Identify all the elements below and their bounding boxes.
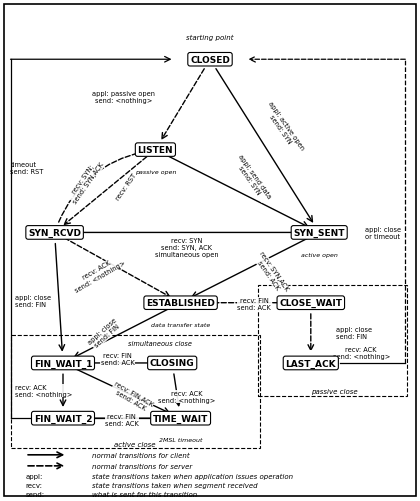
Text: LISTEN: LISTEN <box>138 146 173 155</box>
Text: FIN_WAIT_1: FIN_WAIT_1 <box>34 359 92 368</box>
Text: active open: active open <box>301 252 338 257</box>
Text: appl: close
send: FIN: appl: close send: FIN <box>336 327 372 340</box>
Text: recv: ACK
send: <nothing>: recv: ACK send: <nothing> <box>333 347 390 360</box>
Text: recv: FIN
send: ACK: recv: FIN send: ACK <box>237 298 271 311</box>
Text: timeout
send: RST: timeout send: RST <box>10 161 44 174</box>
Text: normal transitions for server: normal transitions for server <box>92 463 193 469</box>
Text: starting point: starting point <box>186 35 234 41</box>
Text: recv: FIN
send: ACK: recv: FIN send: ACK <box>105 413 139 426</box>
Text: recv: ACK
send: <nothing>: recv: ACK send: <nothing> <box>158 390 215 403</box>
Text: appl: send data
send: SYN: appl: send data send: SYN <box>232 153 272 203</box>
Bar <box>258 286 407 396</box>
Text: what is sent for this transition: what is sent for this transition <box>92 491 198 497</box>
Text: state transitions taken when application issues operation: state transitions taken when application… <box>92 473 294 479</box>
Text: recv: ACK
send: <nothing>: recv: ACK send: <nothing> <box>71 253 127 293</box>
Text: LAST_ACK: LAST_ACK <box>286 359 336 368</box>
Text: ESTABLISHED: ESTABLISHED <box>146 299 215 308</box>
Text: send:: send: <box>25 491 45 497</box>
Text: appl: close
send: FIN: appl: close send: FIN <box>87 316 123 350</box>
Text: appl: close
or timeout: appl: close or timeout <box>365 226 402 239</box>
Text: recv: FIN
send: ACK: recv: FIN send: ACK <box>101 353 134 366</box>
Text: CLOSING: CLOSING <box>150 359 194 368</box>
Text: 2MSL timeout: 2MSL timeout <box>159 437 202 442</box>
Text: active close: active close <box>114 441 155 447</box>
Text: appl: active open
send: SYN: appl: active open send: SYN <box>262 100 305 155</box>
Text: passive close: passive close <box>310 388 357 394</box>
Text: normal transitions for client: normal transitions for client <box>92 452 190 458</box>
Text: recv: SYN,ACK
send: ACK: recv: SYN,ACK send: ACK <box>252 250 290 296</box>
Text: FIN_WAIT_2: FIN_WAIT_2 <box>34 414 92 423</box>
Text: recv:: recv: <box>25 482 42 488</box>
Text: recv: SYN
send: SYN, ACK
simultaneous open: recv: SYN send: SYN, ACK simultaneous op… <box>155 238 219 258</box>
Bar <box>10 336 260 448</box>
Text: appl: close
send: FIN: appl: close send: FIN <box>15 294 51 307</box>
Text: TIME_WAIT: TIME_WAIT <box>153 414 208 423</box>
Text: SYN_SENT: SYN_SENT <box>294 228 345 237</box>
Text: CLOSED: CLOSED <box>190 56 230 65</box>
Text: SYN_RCVD: SYN_RCVD <box>28 228 81 237</box>
Text: recv: SYN;
send: SYN,ACK: recv: SYN; send: SYN,ACK <box>67 158 105 205</box>
Text: state transitions taken when segment received: state transitions taken when segment rec… <box>92 482 258 488</box>
Text: passive open: passive open <box>135 169 176 174</box>
Text: recv: ACK
send: <nothing>: recv: ACK send: <nothing> <box>15 384 72 397</box>
Text: appl:: appl: <box>25 473 42 479</box>
Text: data transfer state: data transfer state <box>151 322 210 327</box>
Text: appl: passive open
send: <nothing>: appl: passive open send: <nothing> <box>92 91 155 104</box>
Text: recv: RST: recv: RST <box>115 172 137 201</box>
Text: recv: FIN,ACK
send: ACK: recv: FIN,ACK send: ACK <box>110 380 155 413</box>
Text: CLOSE_WAIT: CLOSE_WAIT <box>279 299 342 308</box>
Text: simultaneous close: simultaneous close <box>128 341 192 347</box>
